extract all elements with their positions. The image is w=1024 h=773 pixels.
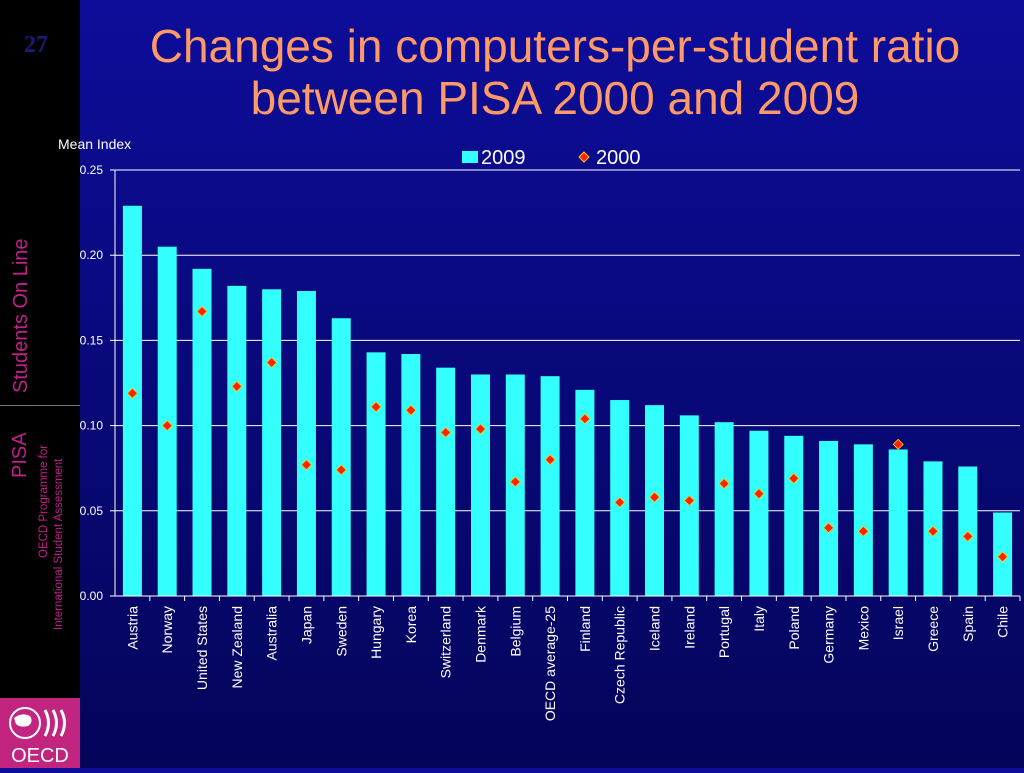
x-tick-label: Greece: [925, 606, 941, 652]
y-tick-label: 0.25: [80, 163, 104, 177]
bar-2009: [192, 268, 212, 596]
y-axis-label: Mean Index: [58, 136, 131, 152]
bar-2009: [401, 354, 421, 596]
x-tick-label: Poland: [786, 606, 802, 650]
chart-legend: 2009 2000: [462, 147, 641, 169]
marker-2000: [231, 380, 243, 392]
bar-2009: [819, 440, 839, 596]
bar-2009: [888, 449, 908, 596]
x-tick-label: Austria: [124, 606, 140, 650]
bar-2009: [262, 289, 282, 596]
x-tick-label: Hungary: [368, 606, 384, 659]
x-tick-label: Japan: [298, 606, 314, 644]
x-tick-label: Norway: [159, 606, 175, 653]
oecd-logo-text: OECD: [11, 745, 69, 767]
x-tick-label: Israel: [890, 606, 906, 640]
marker-2000: [509, 476, 521, 488]
bar-2009: [853, 444, 873, 596]
marker-2000: [370, 401, 382, 413]
x-tick-label: Denmark: [472, 605, 488, 663]
marker-2000: [927, 525, 939, 537]
marker-2000: [474, 423, 487, 435]
marker-2000: [857, 525, 869, 537]
marker-2000: [997, 551, 1009, 563]
y-tick-label: 0.10: [80, 419, 104, 433]
x-tick-label: Belgium: [507, 606, 523, 657]
slide-title: Changes in computers-per-student ratio b…: [90, 20, 1020, 124]
bar-2009: [714, 422, 734, 596]
oecd-logo: OECD: [0, 698, 80, 768]
legend-label-2000: 2000: [596, 147, 641, 169]
x-tick-label: Italy: [751, 606, 767, 632]
marker-2000: [822, 522, 835, 534]
marker-2000: [300, 459, 313, 471]
x-tick-label: Korea: [403, 606, 419, 644]
bar-2009: [749, 430, 769, 596]
marker-2000: [196, 305, 208, 317]
x-tick-label: Finland: [577, 606, 593, 652]
x-tick-label: United States: [194, 606, 210, 690]
marker-2000: [440, 426, 452, 438]
legend-marker-2000: [578, 151, 590, 163]
marker-2000: [718, 477, 730, 490]
marker-2000: [962, 530, 974, 542]
bar-2009: [470, 374, 490, 596]
bar-2009: [227, 285, 247, 596]
marker-2000: [788, 472, 800, 484]
y-tick-label: 0.15: [80, 333, 104, 347]
marker-2000: [405, 404, 417, 416]
x-tick-label: Australia: [264, 606, 280, 661]
x-tick-label: Switzerland: [438, 606, 454, 678]
marker-2000: [266, 356, 278, 369]
x-tick-label: Spain: [960, 606, 976, 642]
marker-2000: [892, 438, 904, 450]
marker-2000: [579, 413, 591, 425]
bar-2009: [540, 376, 560, 596]
title-line-2: between PISA 2000 and 2009: [250, 72, 860, 124]
sidebar-divider: [0, 405, 80, 406]
sidebar: 27 Students On Line PISA OECD Programme …: [0, 0, 80, 768]
bar-2009: [436, 367, 456, 596]
legend-swatch-2009: [462, 151, 478, 163]
x-tick-label: Chile: [995, 606, 1011, 638]
x-tick-label: Mexico: [855, 606, 871, 651]
oecd-globe-icon: OECD: [9, 707, 69, 767]
bar-2009: [122, 205, 142, 596]
x-tick-label: Sweden: [333, 606, 349, 657]
bar-2009: [331, 318, 351, 596]
bar-2009: [575, 389, 595, 596]
bar-2009: [784, 435, 804, 596]
marker-2000: [544, 454, 556, 466]
y-tick-label: 0.20: [80, 248, 104, 262]
bar-2009: [366, 352, 386, 596]
marker-2000: [126, 387, 138, 399]
x-tick-label: Germany: [821, 606, 837, 664]
slide-number: 27: [24, 32, 48, 58]
marker-2000: [161, 420, 173, 432]
legend-label-2009: 2009: [481, 147, 526, 169]
x-tick-label: Ireland: [681, 606, 697, 649]
x-tick-label: Portugal: [716, 606, 732, 658]
marker-2000: [335, 464, 347, 476]
x-tick-label: New Zealand: [229, 606, 245, 689]
marker-2000: [648, 491, 661, 503]
marker-2000: [683, 495, 695, 507]
marker-2000: [614, 496, 626, 508]
marker-2000: [753, 488, 765, 500]
title-line-1: Changes in computers-per-student ratio: [149, 20, 961, 72]
y-tick-label: 0.05: [80, 504, 104, 518]
bar-2009: [296, 290, 316, 596]
x-tick-label: Iceland: [647, 606, 663, 651]
x-tick-label: Czech Republic: [612, 606, 628, 704]
x-tick-label: OECD average-25: [542, 606, 558, 721]
y-tick-label: 0.00: [80, 589, 104, 603]
